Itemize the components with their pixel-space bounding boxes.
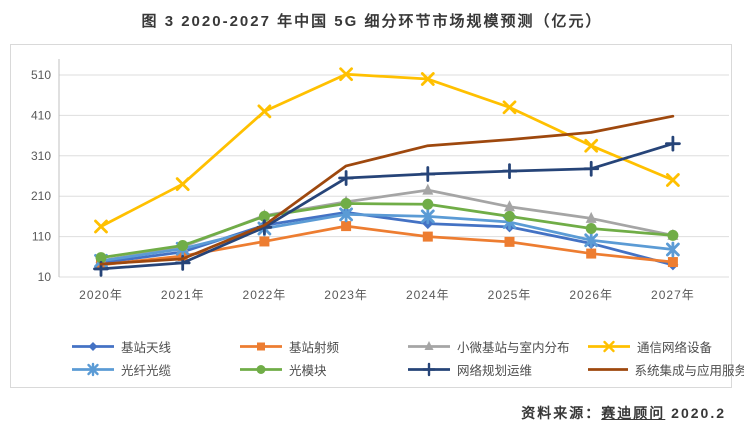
- chart-panel: 10 110 210 310 410 510 2020年 2021年 2022年 2023年 202…: [10, 44, 744, 388]
- source-name: 赛迪顾问: [601, 405, 666, 421]
- square-marker-icon: [240, 342, 282, 351]
- legend-label: 基站天线: [121, 341, 172, 355]
- legend-label: 光纤光缆: [121, 364, 172, 378]
- legend-item-jizhantianxian: 基站天线: [71, 337, 239, 356]
- diamond-marker-icon: [72, 342, 114, 351]
- legend-item-wangluoguihuayunwei: 网络规划运维: [407, 360, 587, 379]
- legend-label: 小微基站与室内分布: [457, 341, 570, 355]
- triangle-marker-icon: [408, 341, 450, 350]
- svg-text:2023年: 2023年: [324, 288, 368, 302]
- legend-item-xiaoweijizhan: 小微基站与室内分布: [407, 337, 587, 356]
- svg-text:2026年: 2026年: [569, 288, 613, 302]
- svg-text:2027年: 2027年: [651, 288, 695, 302]
- svg-text:310: 310: [31, 149, 51, 163]
- chart-legend: 基站天线 基站射频 小微基站与室内分布 通信网络设备 光纤光缆 光模块 网络规划…: [71, 335, 744, 381]
- legend-item-tongxinwangluoshebei: 通信网络设备: [587, 337, 744, 356]
- svg-text:2020年: 2020年: [79, 288, 123, 302]
- line-marker-icon: [588, 368, 629, 371]
- chart-title: 图 3 2020-2027 年中国 5G 细分环节市场规模预测（亿元）: [141, 13, 603, 30]
- svg-text:2022年: 2022年: [243, 288, 287, 302]
- svg-text:110: 110: [32, 230, 51, 244]
- legend-label: 网络规划运维: [457, 364, 533, 378]
- svg-text:2025年: 2025年: [488, 288, 532, 302]
- source-prefix: 资料来源：: [521, 405, 602, 421]
- svg-text:410: 410: [31, 108, 51, 122]
- svg-text:2021年: 2021年: [161, 288, 205, 302]
- legend-item-guangmokuai: 光模块: [239, 360, 407, 379]
- asterisk-marker-icon: [72, 362, 114, 377]
- plus-marker-icon: [408, 362, 450, 377]
- legend-item-jizhanshepin: 基站射频: [239, 337, 407, 356]
- circle-marker-icon: [240, 365, 282, 374]
- line-chart-plot: 10 110 210 310 410 510 2020年 2021年 2022年 2023年 202…: [31, 59, 729, 302]
- svg-text:510: 510: [31, 68, 51, 82]
- legend-label: 系统集成与应用服务: [634, 364, 744, 378]
- svg-text:210: 210: [31, 189, 51, 203]
- source-line: 资料来源：赛迪顾问 2020.2: [521, 403, 726, 423]
- legend-label: 光模块: [289, 364, 327, 378]
- svg-text:2024年: 2024年: [406, 288, 450, 302]
- svg-text:10: 10: [38, 270, 52, 284]
- legend-label: 通信网络设备: [637, 341, 713, 355]
- x-marker-icon: [588, 340, 630, 353]
- legend-item-guangxianguanglan: 光纤光缆: [71, 360, 239, 379]
- legend-label: 基站射频: [289, 341, 340, 355]
- legend-item-xitongjicheng: 系统集成与应用服务: [587, 360, 744, 379]
- source-date-value: 2020.2: [671, 405, 726, 421]
